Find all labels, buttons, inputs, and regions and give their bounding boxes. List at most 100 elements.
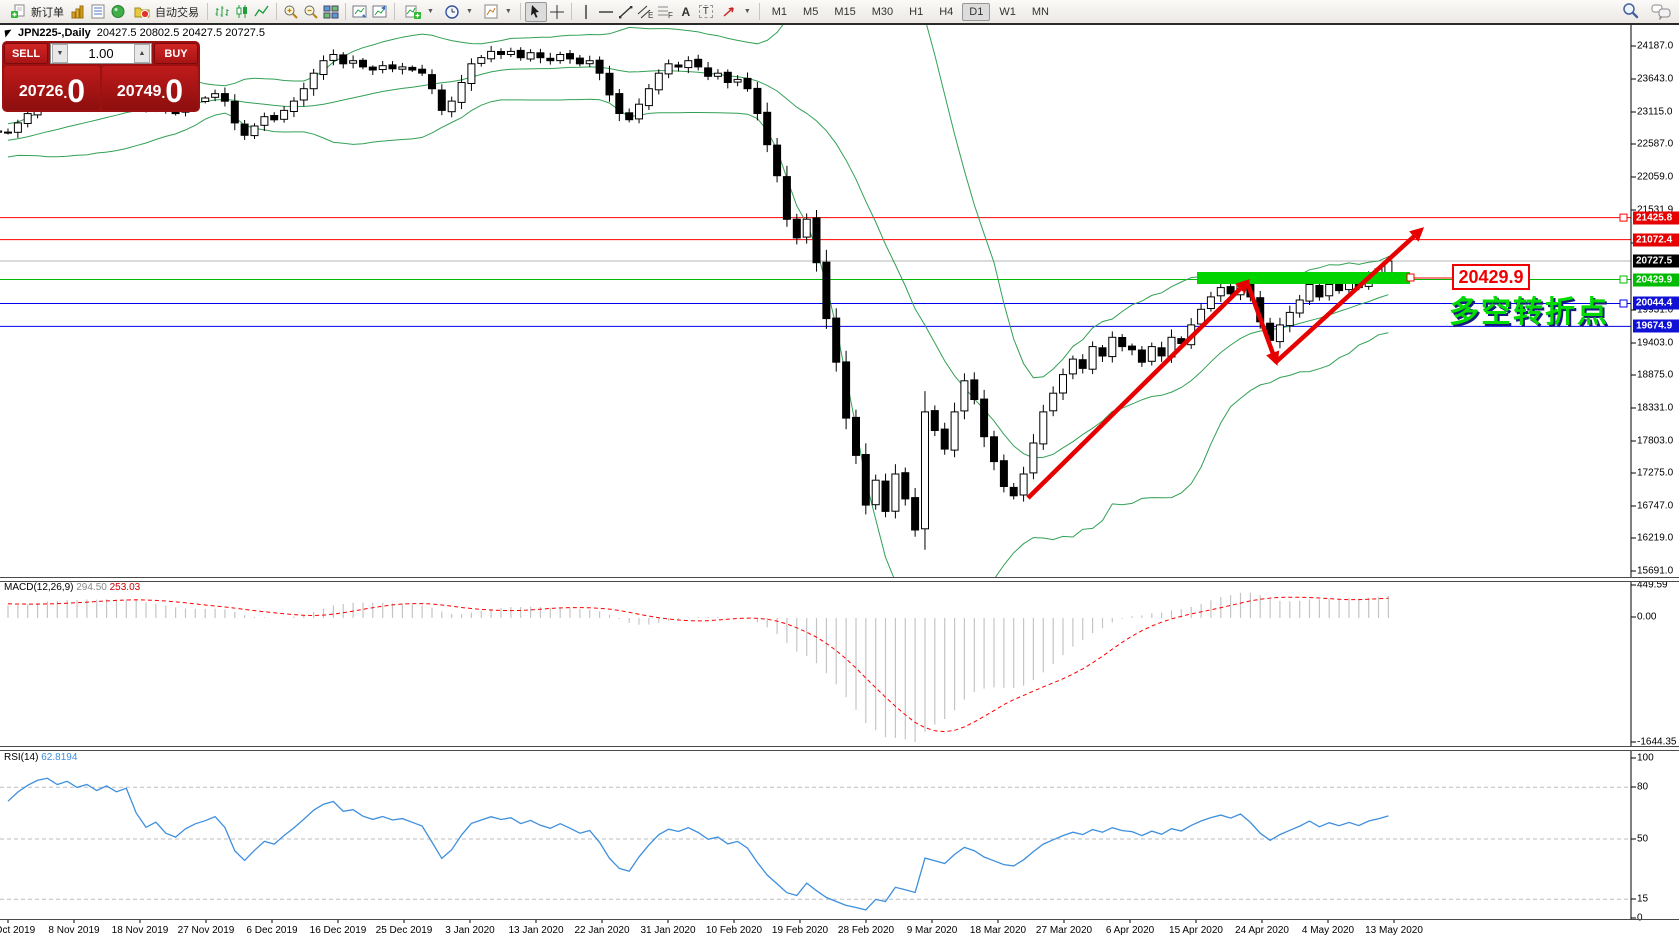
price-tag-anchor[interactable]: [1406, 273, 1415, 282]
window-divider: [0, 23, 1679, 25]
timeframe-D1[interactable]: D1: [962, 2, 991, 21]
new-chart-window-icon[interactable]: [350, 3, 370, 21]
crosshair-tool-icon[interactable]: [547, 3, 567, 21]
price-tag-annotation[interactable]: 20429.9: [1452, 264, 1530, 290]
line-chart-icon[interactable]: [252, 3, 272, 21]
timeframe-M5[interactable]: M5: [803, 5, 819, 18]
turning-point-annotation[interactable]: 多空转折点: [1449, 296, 1609, 329]
volume-input[interactable]: [69, 45, 133, 62]
toolbar-separator: [345, 3, 346, 20]
timeframe-M1[interactable]: M1: [771, 5, 788, 18]
timeframe-M15[interactable]: M15: [834, 5, 856, 18]
candles-layer: [0, 45, 1393, 550]
one-click-trading-panel: SELL ▼ ▲ BUY 20726.0 20749.0: [2, 41, 200, 112]
rsi-indicator-label: RSI(14) 62.8194: [4, 752, 78, 763]
sell-price-display[interactable]: 20726. 0: [4, 66, 100, 110]
template-button[interactable]: ▼: [477, 2, 516, 22]
rsi-line: [7, 777, 1389, 911]
market-watch-icon[interactable]: [68, 3, 88, 21]
zoom-out-icon[interactable]: [301, 3, 321, 21]
navigator-icon[interactable]: [108, 3, 128, 21]
timeframe-H1[interactable]: H1: [909, 5, 924, 18]
chart-corner-icon: [4, 29, 13, 37]
main-toolbar: 新订单 自动交易: [0, 0, 1679, 23]
bollinger-lower: [7, 98, 1389, 577]
candlestick-chart-icon[interactable]: [232, 3, 252, 21]
toolbar-separator: [394, 3, 395, 20]
hline-anchor-20429.9[interactable]: [1619, 275, 1628, 284]
period-button[interactable]: ▼: [438, 2, 477, 22]
main-pane: [0, 25, 1631, 577]
horizontal-line-tool-icon[interactable]: [596, 3, 616, 21]
hline-anchor-21425.8[interactable]: [1619, 213, 1628, 222]
zoom-in-icon[interactable]: [281, 3, 301, 21]
data-window-icon[interactable]: [88, 3, 108, 21]
pane-separator-rsi[interactable]: [0, 746, 1679, 751]
cursor-tool-icon[interactable]: [524, 1, 547, 22]
toolbar-separator: [519, 3, 521, 20]
text-label-tool-icon[interactable]: T: [696, 3, 716, 21]
volume-field: ▼ ▲: [50, 43, 152, 64]
timeframe-H4[interactable]: H4: [939, 5, 954, 18]
new-chart-window2-icon[interactable]: [370, 3, 390, 21]
symbol-period-label: JPN225-,Daily: [18, 27, 91, 39]
resistance-band[interactable]: [1197, 272, 1410, 284]
timeframe-W1[interactable]: W1: [999, 5, 1016, 18]
new-order-button[interactable]: 新订单: [4, 2, 68, 22]
macd-signal-line: [7, 596, 1389, 733]
timeframe-M30[interactable]: M30: [871, 5, 894, 18]
trendline-tool-icon[interactable]: [616, 3, 636, 21]
pane-separator-macd[interactable]: [0, 577, 1679, 582]
ohlc-values: 20427.5 20802.5 20427.5 20727.5: [96, 27, 265, 39]
template-icon: [481, 3, 501, 21]
toolbar-separator: [276, 3, 277, 20]
bollinger-upper: [7, 25, 1389, 379]
toolbar-right-group: [1621, 2, 1671, 20]
buy-button[interactable]: BUY: [154, 43, 198, 64]
tile-windows-icon[interactable]: [321, 3, 341, 21]
overlay-layer: [7, 25, 1636, 923]
indicators-button[interactable]: ▼: [399, 2, 438, 22]
macd-pane: [7, 592, 1390, 742]
clock-icon: [442, 3, 462, 21]
trend-arrow-3[interactable]: [1274, 227, 1425, 364]
arrows-tool-button[interactable]: ▼: [716, 2, 755, 22]
volume-up-button[interactable]: ▲: [134, 44, 150, 63]
hline-anchor-20044.4[interactable]: [1619, 299, 1628, 308]
auto-trading-label: 自动交易: [155, 6, 199, 19]
chart-bottom-frame: [0, 919, 1679, 920]
vertical-line-tool-icon[interactable]: [576, 3, 596, 21]
auto-trading-button[interactable]: 自动交易: [128, 2, 203, 22]
search-icon[interactable]: [1621, 2, 1641, 20]
arrow-shape-icon: [720, 3, 740, 21]
fibonacci-tool-icon[interactable]: F: [656, 3, 676, 21]
chevron-down-icon: ▼: [465, 8, 473, 15]
svg-text:E: E: [648, 11, 653, 20]
channel-tool-icon[interactable]: E: [636, 3, 656, 21]
trend-arrow-2[interactable]: [1244, 281, 1280, 366]
timeframe-MN[interactable]: MN: [1031, 5, 1049, 18]
new-order-label: 新订单: [31, 6, 64, 19]
buy-price-display[interactable]: 20749. 0: [102, 66, 198, 110]
text-tool-icon[interactable]: A: [681, 4, 691, 19]
new-order-icon: [8, 3, 28, 21]
toolbar-separator: [758, 3, 760, 20]
svg-text:F: F: [668, 11, 673, 20]
chat-icon[interactable]: [1651, 2, 1671, 20]
chart-title: JPN225-,Daily 20427.5 20802.5 20427.5 20…: [4, 27, 265, 39]
toolbar-separator: [570, 3, 572, 20]
macd-indicator-label: MACD(12,26,9) 294.50 253.03: [4, 582, 141, 593]
volume-down-button[interactable]: ▼: [52, 44, 68, 63]
chevron-down-icon: ▼: [743, 8, 751, 15]
indicators-icon: [403, 3, 423, 21]
bar-chart-icon[interactable]: [212, 3, 232, 21]
timeframe-group: M1 M5 M15 M30 H1 H4 D1 W1 MN: [764, 2, 1057, 21]
bollinger-middle: [7, 66, 1389, 459]
chevron-down-icon: ▼: [504, 8, 512, 15]
trend-arrow-1[interactable]: [1026, 279, 1250, 500]
sell-button[interactable]: SELL: [4, 43, 48, 64]
chevron-down-icon: ▼: [427, 8, 434, 15]
toolbar-separator: [207, 3, 208, 20]
